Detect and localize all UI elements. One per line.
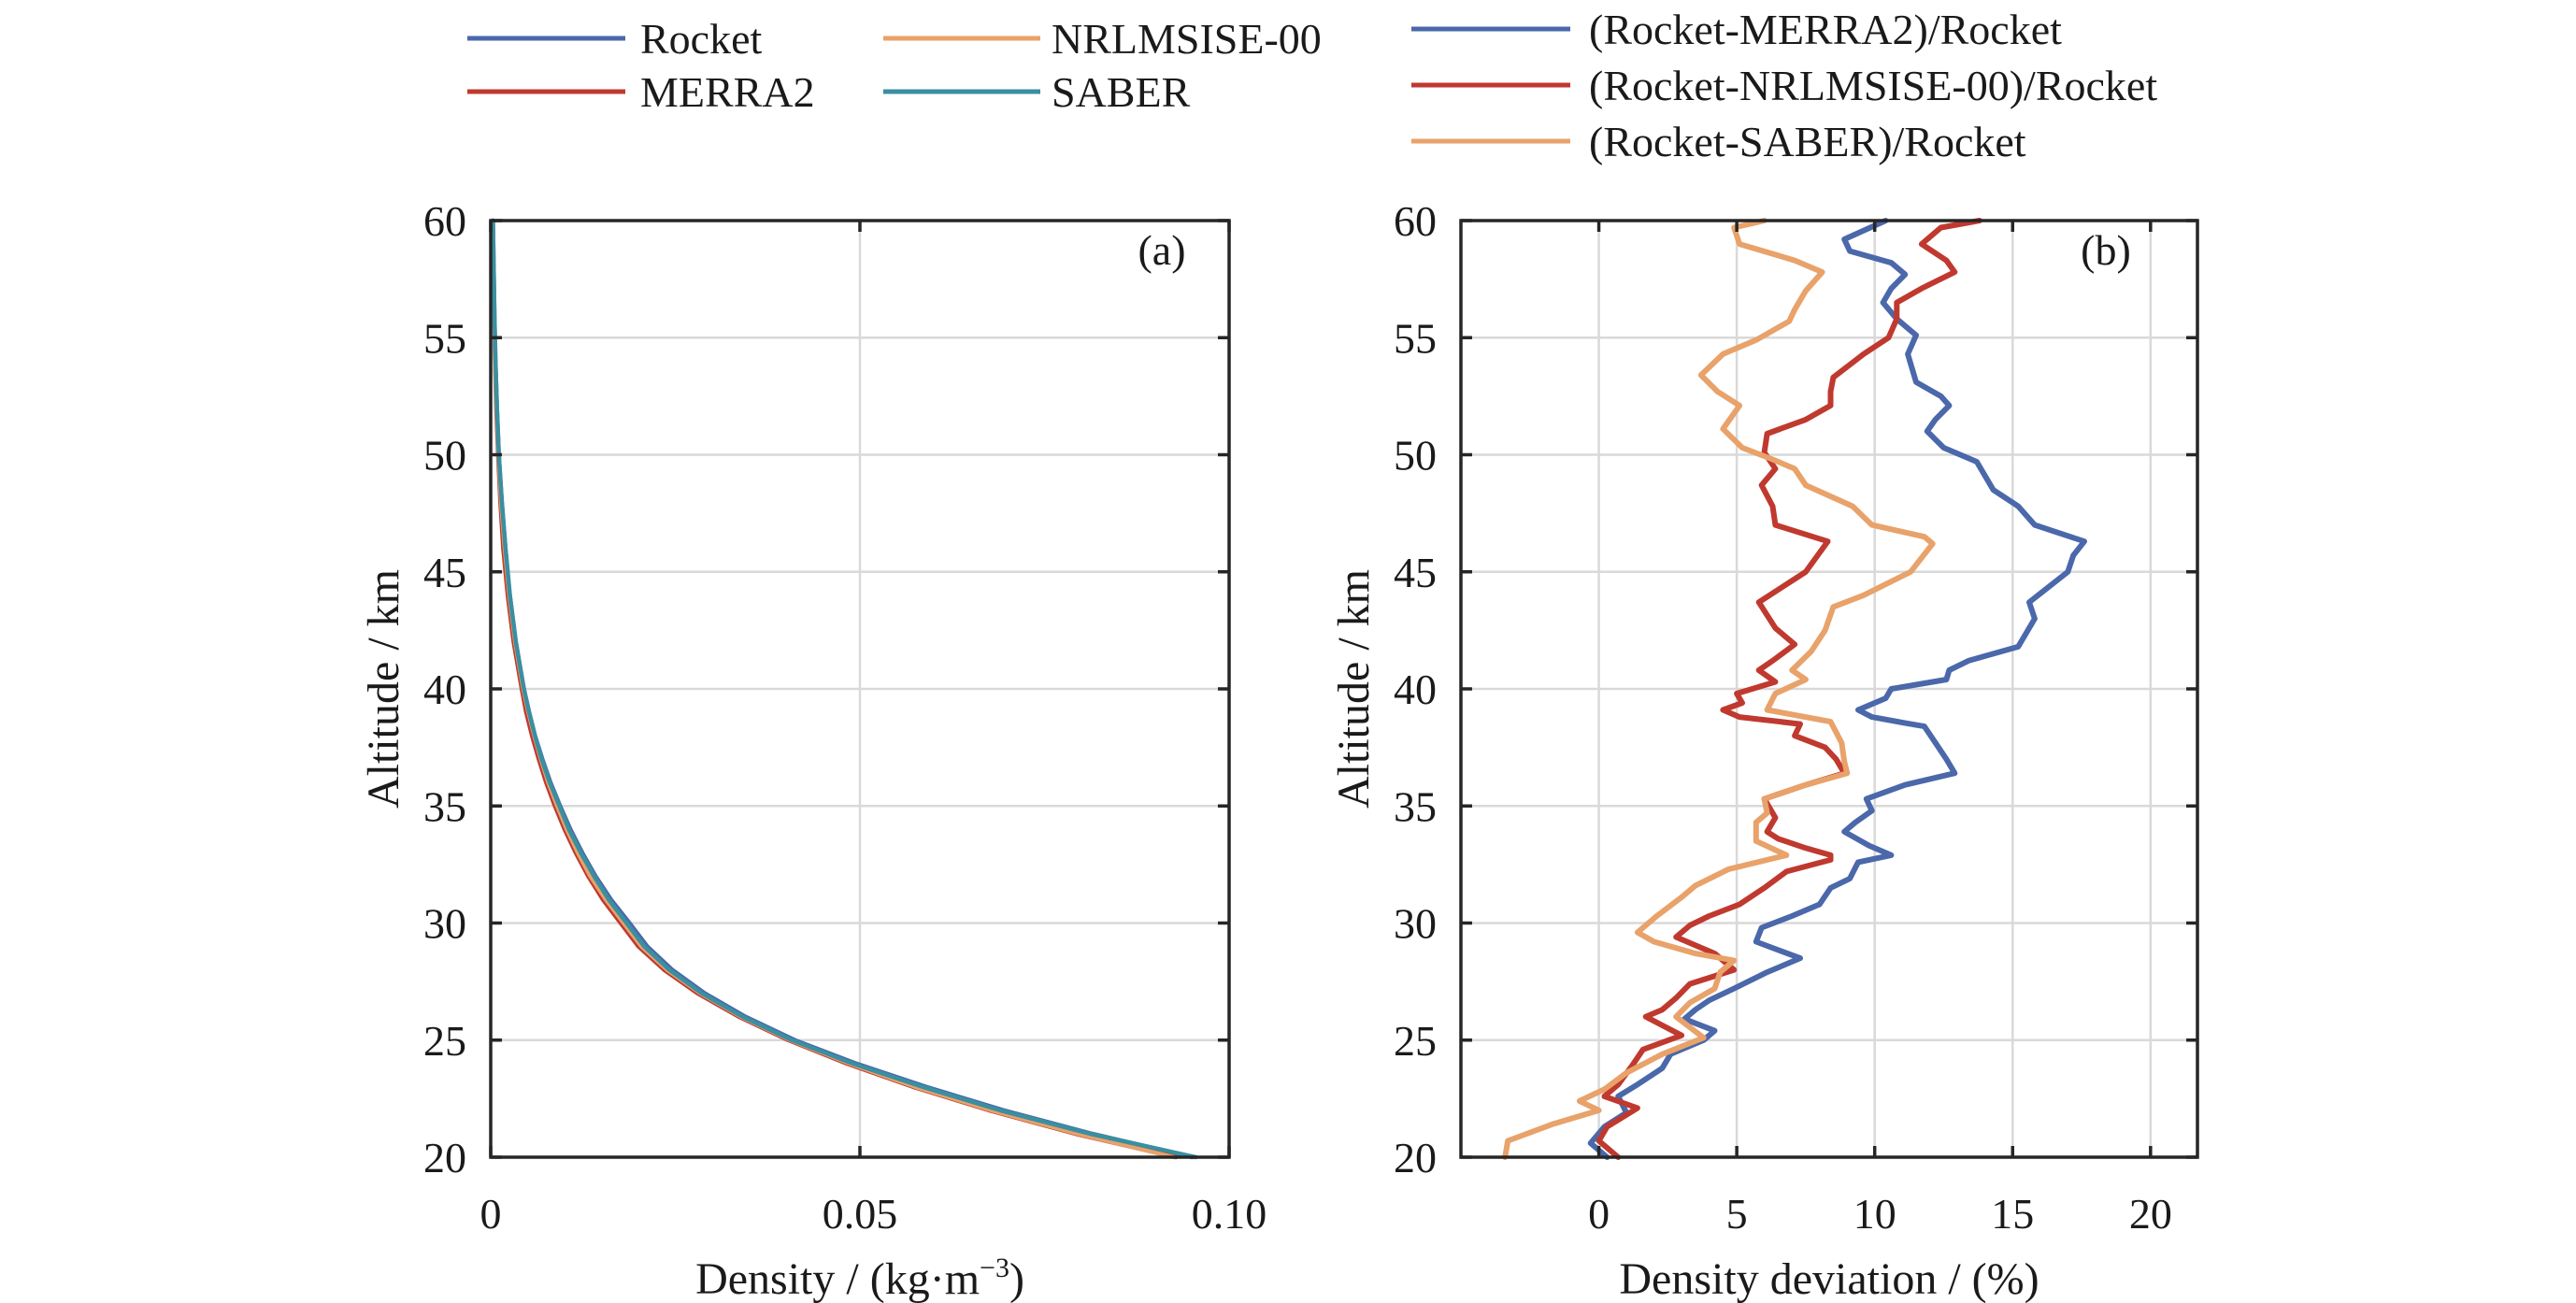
panel-a-ytick-label: 20 <box>423 1134 466 1181</box>
panel-b-ylabel: Altitude / km <box>1329 569 1379 809</box>
legend-label-rocket-merra2: (Rocket-MERRA2)/Rocket <box>1589 6 2062 53</box>
panel-b-ytick-label: 50 <box>1394 432 1437 480</box>
panel-b-ytick-label: 55 <box>1394 314 1437 362</box>
panel-a-ytick-label: 25 <box>423 1017 466 1065</box>
legend-label-rocket-saber: (Rocket-SABER)/Rocket <box>1589 118 2026 165</box>
panel-b-series-rocket-saber-rocket <box>1502 218 1936 1160</box>
panel-b-ytick-label: 40 <box>1394 666 1437 713</box>
panel-a-ytick-label: 30 <box>423 900 466 948</box>
panel-a-label: (a) <box>1138 226 1185 274</box>
panel-b-xlabel: Density deviation / (%) <box>1619 1254 2039 1303</box>
panel-a-ytick-label: 40 <box>423 666 466 713</box>
panel-a-xtick-label: 0.10 <box>1192 1190 1267 1238</box>
panel-a-xtick-label: 0 <box>480 1190 502 1238</box>
legend-label-rocket-nrlmsise: (Rocket-NRLMSISE-00)/Rocket <box>1589 62 2157 109</box>
panel-b-xtick-label: 0 <box>1588 1190 1610 1238</box>
panel-b-xtick-label: 15 <box>1991 1190 2034 1238</box>
panel-b-ytick-label: 20 <box>1394 1134 1437 1181</box>
panel-b-label: (b) <box>2081 226 2131 274</box>
legend-label-saber: SABER <box>1052 68 1191 116</box>
panel-a-ytick-label: 60 <box>423 197 466 245</box>
panel-a-xlabel-main: Density / (kg·m <box>695 1254 980 1303</box>
panel-a-xlabel-sup: −3 <box>980 1253 1009 1283</box>
panel-a-xtick-label: 0.05 <box>823 1190 898 1238</box>
panel-a-xlabel: Density / (kg·m−3) <box>695 1253 1024 1303</box>
panel-b-series-rocket-nrlmsise-00-rocket <box>1596 218 1982 1160</box>
legend-label-rocket: Rocket <box>640 15 763 63</box>
panel-b-xtick-label: 20 <box>2129 1190 2172 1238</box>
panel-a-grid <box>491 221 1229 1157</box>
panel-a-ytick-label: 50 <box>423 432 466 480</box>
panel-b-xtick-label: 5 <box>1726 1190 1748 1238</box>
panel-b-ytick-label: 45 <box>1394 549 1437 596</box>
panel-a-xlabel-end: ) <box>1009 1254 1024 1303</box>
panel-a-ytick-label: 45 <box>423 549 466 596</box>
panel-a-ticks: 20 25 30 35 40 45 50 55 60 0 0.05 0.10 <box>423 197 1267 1238</box>
panel-a-ytick-label: 35 <box>423 782 466 830</box>
panel-b-grid <box>1461 221 2197 1157</box>
legend-label-merra2: MERRA2 <box>640 68 815 116</box>
legend-left: Rocket MERRA2 NRLMSISE-00 SABER <box>467 15 1322 116</box>
legend-label-nrlmsise: NRLMSISE-00 <box>1052 15 1322 63</box>
panel-b-ytick-label: 30 <box>1394 900 1437 948</box>
panel-b-ytick-label: 60 <box>1394 197 1437 245</box>
panel-b-ytick-label: 35 <box>1394 782 1437 830</box>
panel-b-deviation: 20 25 30 35 40 45 50 55 60 0 5 10 15 20 (b) Density d… <box>1329 197 2199 1303</box>
panel-b-xtick-label: 10 <box>1853 1190 1896 1238</box>
legend-right: (Rocket-MERRA2)/Rocket (Rocket-NRLMSISE-… <box>1411 6 2157 165</box>
panel-a-ylabel: Altitude / km <box>359 569 408 809</box>
panel-a-ytick-label: 55 <box>423 314 466 362</box>
panel-b-series-rocket-merra2-rocket <box>1587 218 2087 1160</box>
panel-a-density: 20 25 30 35 40 45 50 55 60 0 0.05 0.10 (a) Density … <box>359 197 1267 1303</box>
panel-b-series <box>1502 218 2087 1160</box>
panel-b-ytick-label: 25 <box>1394 1017 1437 1065</box>
panel-b-ticks: 20 25 30 35 40 45 50 55 60 0 5 10 15 20 <box>1394 197 2197 1238</box>
